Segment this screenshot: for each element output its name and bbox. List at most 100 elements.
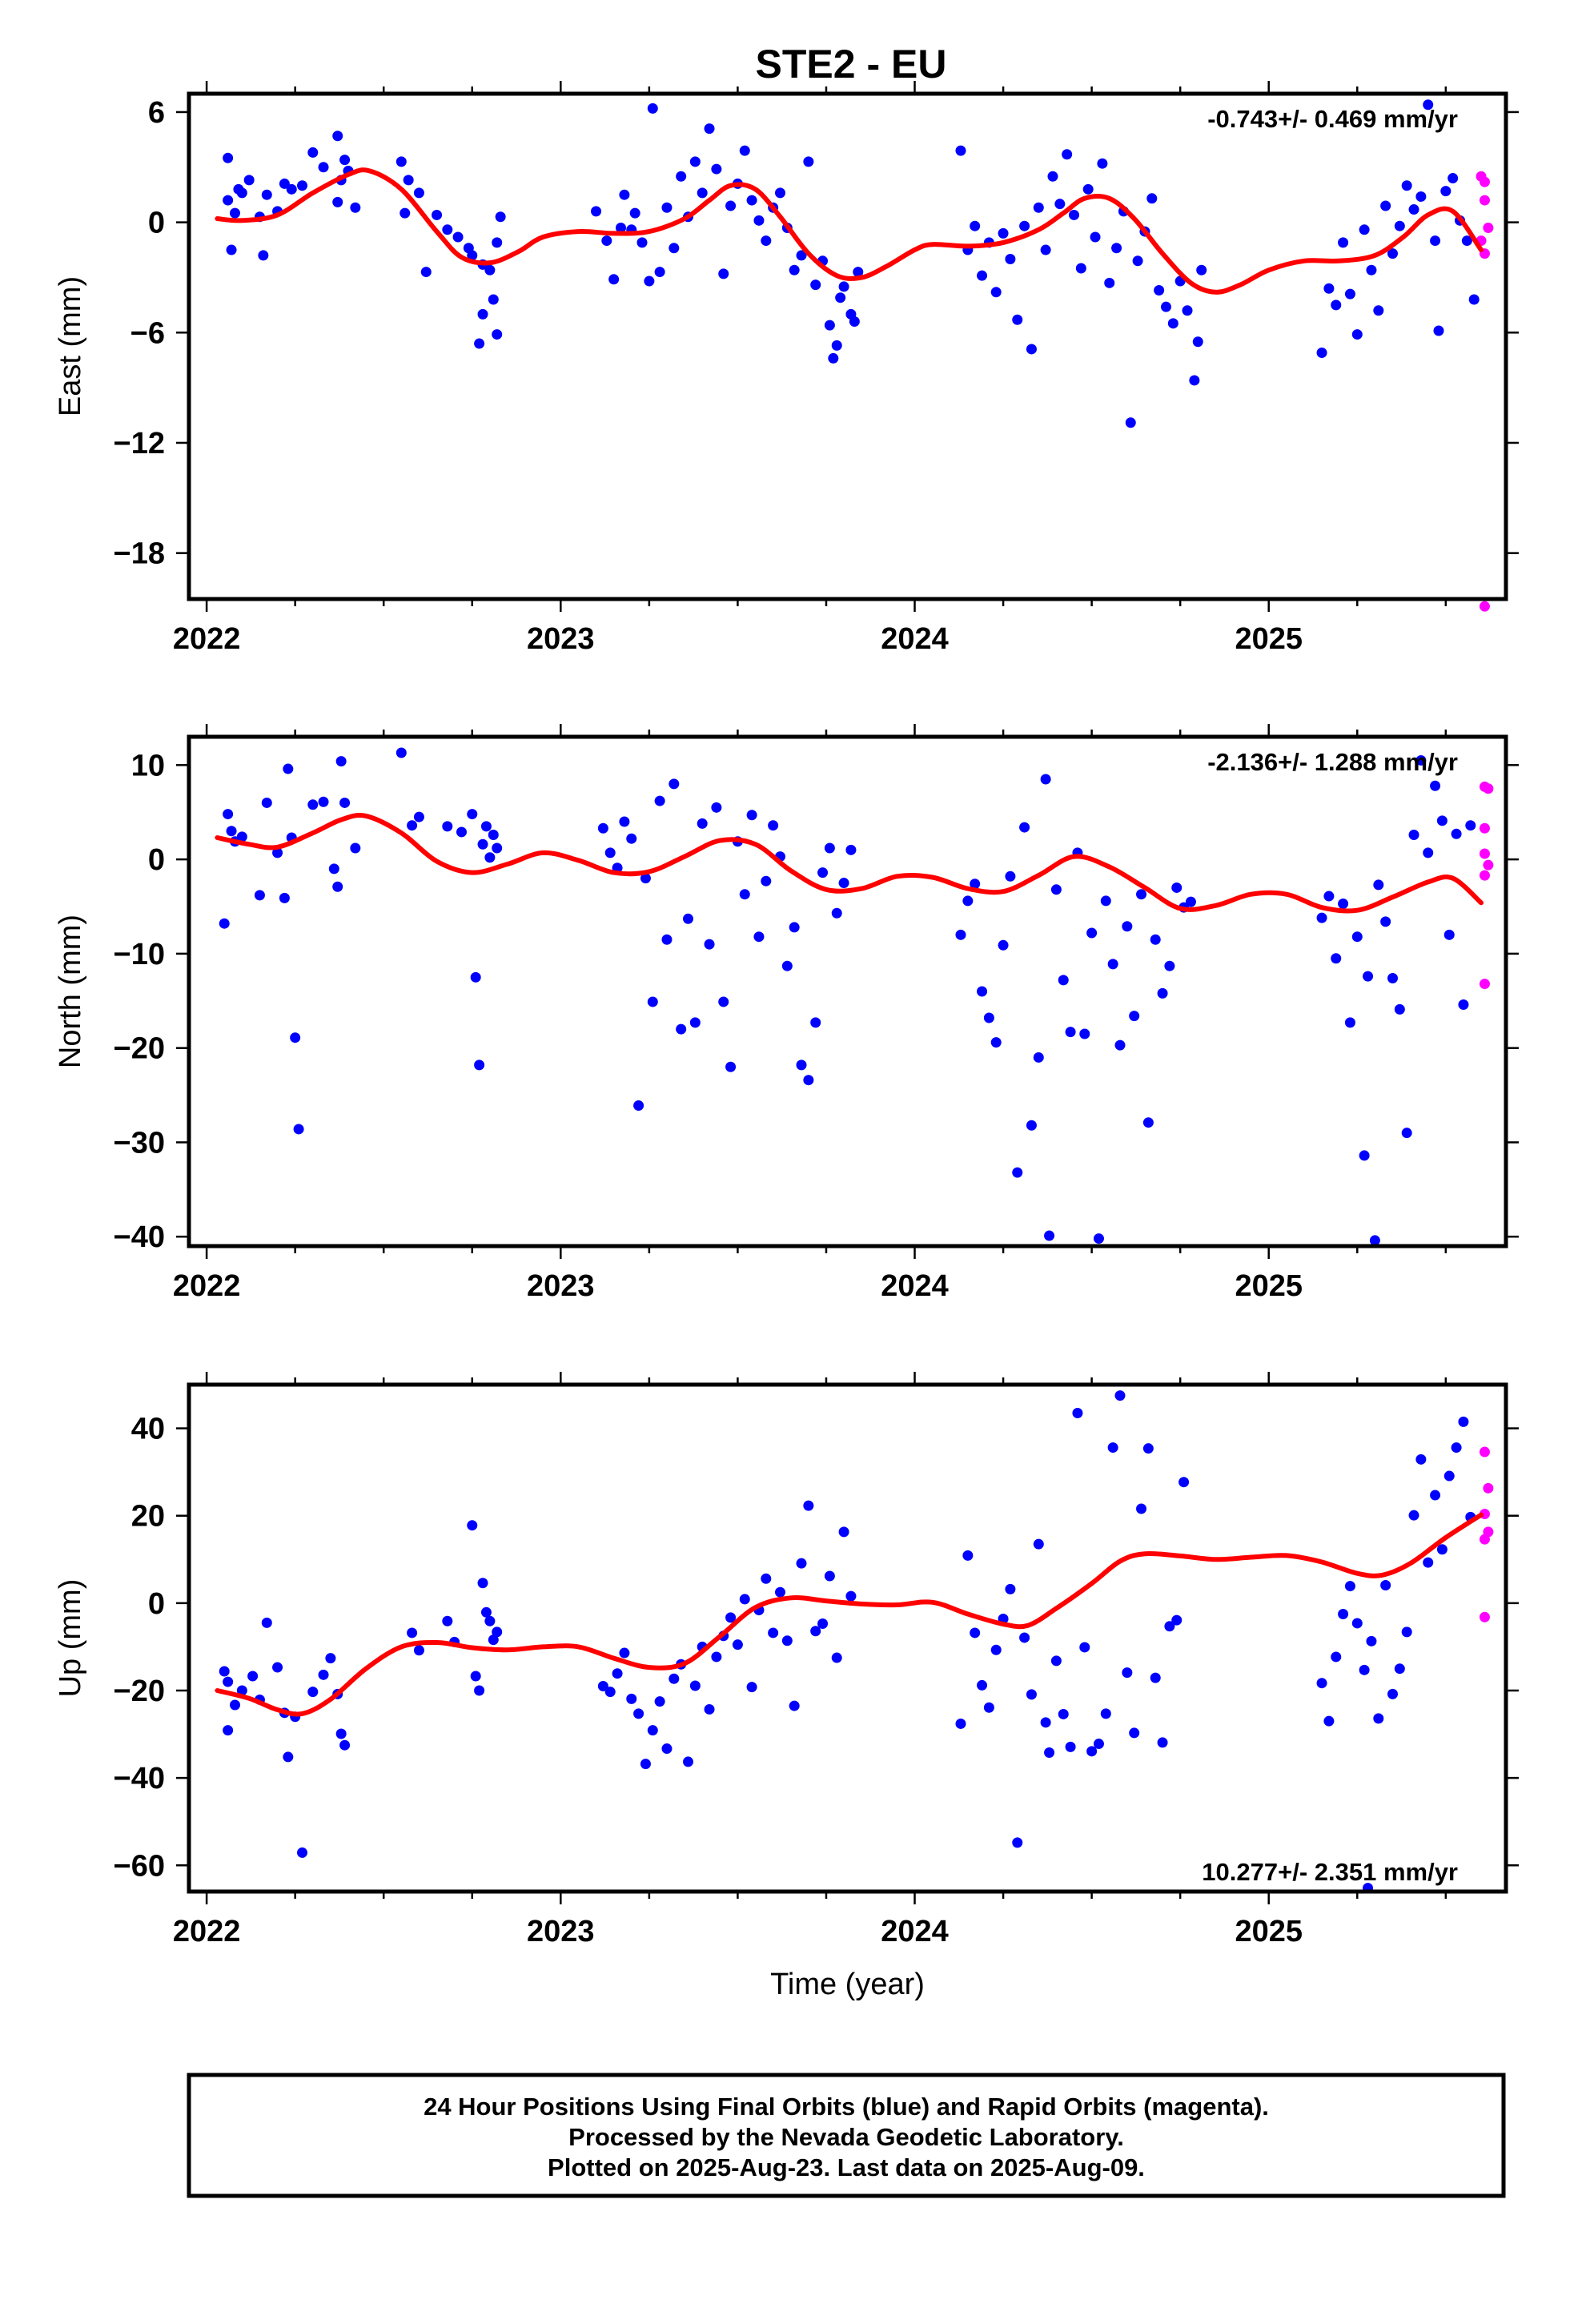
east-final-orbit-point <box>774 187 785 199</box>
east-final-orbit-point <box>977 270 988 281</box>
up-final-orbit-point <box>725 1612 737 1623</box>
east-final-orbit-point <box>761 235 772 247</box>
east-final-orbit-point <box>697 187 708 199</box>
north-final-orbit-point <box>697 818 708 829</box>
up-final-orbit-point <box>732 1639 743 1651</box>
up-final-orbit-point <box>1408 1510 1419 1521</box>
north-final-orbit-point <box>619 816 630 827</box>
up-final-orbit-point <box>1430 1490 1441 1501</box>
north-final-orbit-point <box>1451 828 1462 839</box>
north-velocity-label: -2.136+/- 1.288 mm/yr <box>1207 748 1458 776</box>
north-final-orbit-point <box>977 986 988 997</box>
north-final-orbit-point <box>817 867 829 879</box>
north-final-orbit-point <box>442 821 453 832</box>
east-final-orbit-point <box>1344 288 1355 300</box>
east-final-orbit-point <box>223 152 234 163</box>
east-final-orbit-point <box>838 281 849 292</box>
north-final-orbit-point <box>1065 1027 1076 1038</box>
up-final-orbit-point <box>810 1626 821 1637</box>
north-final-orbit-point <box>1316 912 1327 923</box>
up-final-orbit-point <box>1338 1608 1349 1619</box>
footer-line-2: Processed by the Nevada Geodetic Laborat… <box>568 2123 1124 2151</box>
east-final-orbit-point <box>229 207 240 219</box>
up-rapid-orbit-point <box>1483 1482 1494 1494</box>
up-final-orbit-point <box>1401 1626 1412 1638</box>
east-final-orbit-point <box>739 145 750 156</box>
north-final-orbit-point <box>838 878 849 889</box>
up-final-orbit-point <box>983 1702 994 1713</box>
north-final-orbit-point <box>335 756 347 767</box>
up-final-orbit-point <box>1331 1651 1342 1663</box>
up-final-orbit-point <box>219 1666 230 1677</box>
east-y-tick-label: 0 <box>148 207 165 240</box>
north-rapid-orbit-points <box>1479 781 1494 990</box>
east-final-orbit-point <box>432 209 443 220</box>
north-final-orbit-point <box>1157 987 1168 999</box>
north-final-orbit-point <box>1344 1017 1355 1028</box>
east-final-orbit-point <box>1359 224 1370 235</box>
north-final-orbit-point <box>290 1032 301 1043</box>
east-final-orbit-point <box>718 268 729 279</box>
east-final-orbit-point <box>413 187 424 199</box>
east-final-orbit-point <box>1104 277 1115 288</box>
up-x-tick-label: 2022 <box>173 1915 241 1948</box>
east-final-orbit-point <box>831 340 842 351</box>
up-final-orbit-point <box>1122 1667 1133 1679</box>
up-rapid-orbit-point <box>1479 1534 1490 1545</box>
up-y-tick-label: −40 <box>114 1762 165 1795</box>
north-final-orbit-point <box>474 1059 485 1071</box>
east-final-orbit-point <box>474 338 485 349</box>
up-final-orbit-point <box>474 1685 485 1696</box>
up-final-orbit-point <box>413 1645 424 1656</box>
north-final-orbit-point <box>711 802 722 813</box>
east-final-orbit-point <box>223 195 234 206</box>
north-final-orbit-point <box>669 778 680 790</box>
north-final-orbit-point <box>1394 1003 1405 1015</box>
east-final-orbit-point <box>998 227 1009 239</box>
east-final-orbit-point <box>467 250 478 261</box>
up-final-orbit-point <box>796 1558 807 1569</box>
east-final-orbit-point <box>796 250 807 261</box>
north-final-orbit-point <box>983 1012 994 1023</box>
up-final-orbit-point <box>1065 1741 1076 1752</box>
east-final-orbit-point <box>676 171 687 182</box>
east-final-orbit-point <box>789 264 800 275</box>
east-final-orbit-point <box>1160 301 1171 312</box>
east-final-orbit-point <box>644 275 655 287</box>
north-final-orbit-point <box>480 821 492 832</box>
north-final-orbit-point <box>484 852 496 863</box>
up-final-orbit-points <box>219 1390 1476 1894</box>
north-final-orbit-point <box>413 811 424 822</box>
up-final-orbit-point <box>1157 1737 1168 1748</box>
east-final-orbit-point <box>1316 348 1327 359</box>
north-final-orbit-point <box>293 1124 304 1135</box>
up-final-orbit-point <box>1436 1544 1447 1555</box>
east-final-orbit-point <box>226 244 237 255</box>
north-x-tick-label: 2022 <box>173 1269 241 1303</box>
up-final-orbit-point <box>1178 1477 1190 1488</box>
up-final-orbit-point <box>626 1693 637 1704</box>
east-final-orbit-point <box>661 202 673 213</box>
up-final-orbit-point <box>1415 1454 1427 1465</box>
up-final-orbit-point <box>484 1615 496 1626</box>
north-final-orbit-point <box>307 799 319 810</box>
up-final-orbit-point <box>1136 1503 1147 1514</box>
east-final-orbit-point <box>1366 264 1377 275</box>
north-rapid-orbit-point <box>1483 783 1494 794</box>
east-final-orbit-point <box>1468 294 1480 305</box>
north-final-orbit-point <box>279 892 290 903</box>
up-rapid-orbit-points <box>1479 1446 1494 1622</box>
north-final-orbit-point <box>488 829 499 840</box>
north-final-orbit-point <box>1100 895 1111 907</box>
up-final-orbit-point <box>318 1669 329 1680</box>
up-x-tick-label: 2023 <box>527 1915 595 1948</box>
north-final-orbit-point <box>1323 891 1335 902</box>
east-final-orbit-point <box>824 320 835 331</box>
up-final-orbit-point <box>604 1687 616 1698</box>
east-final-orbit-point <box>636 237 648 248</box>
up-final-orbit-point <box>1164 1621 1175 1632</box>
footer-line-3: Plotted on 2025-Aug-23. Last data on 202… <box>548 2153 1145 2181</box>
up-final-orbit-point <box>442 1615 453 1626</box>
up-final-orbit-point <box>247 1671 259 1682</box>
north-final-orbit-point <box>1363 971 1374 982</box>
